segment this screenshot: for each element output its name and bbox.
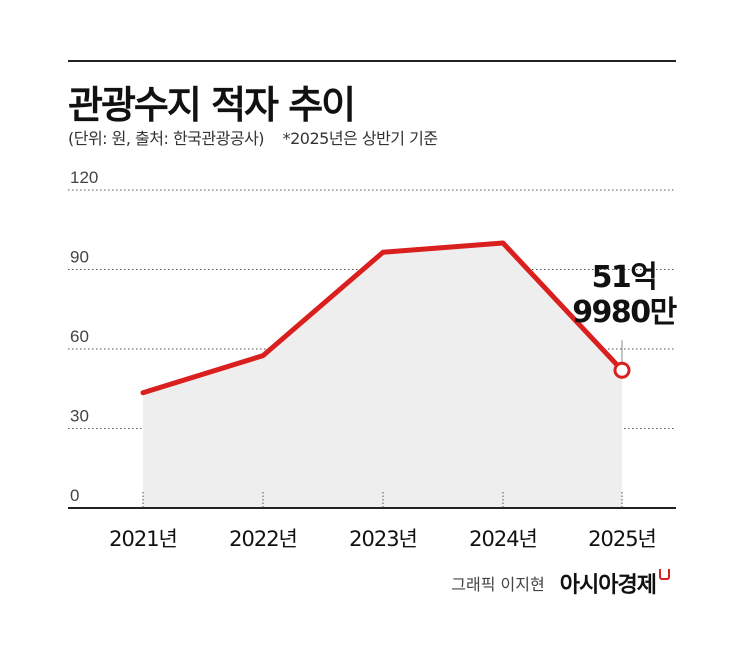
- y-tick-label: 30: [70, 407, 89, 426]
- y-axis-ticks: 0 30 60 90 120: [70, 168, 98, 505]
- area-fill: [143, 243, 622, 508]
- y-tick-label: 90: [70, 248, 89, 267]
- series-line: [140, 240, 625, 396]
- x-tick-label: 2022년: [229, 527, 297, 551]
- brand-logo: 아시아경제: [559, 573, 657, 598]
- y-tick-label: 120: [70, 168, 98, 187]
- brand-mark-icon: [659, 569, 670, 580]
- chart-title: 관광수지 적자 추이: [68, 83, 356, 127]
- series-line-layer: [140, 240, 625, 396]
- chart-subtitle: (단위: 원, 출처: 한국관광공사) *2025년은 상반기 기준: [68, 125, 438, 149]
- area-fill-layer: [68, 243, 676, 509]
- data-point-marker: [613, 361, 631, 379]
- annotation-value-line1: 51억: [592, 260, 657, 295]
- period-note: *2025년은 상반기 기준: [282, 129, 438, 148]
- x-tick-label: 2025년: [588, 527, 656, 551]
- x-tick-label: 2024년: [469, 527, 537, 551]
- y-tick-label: 60: [70, 327, 89, 346]
- graphic-credit: 그래픽 이지현: [451, 575, 545, 594]
- x-tick-label: 2021년: [109, 527, 177, 551]
- x-axis-ticks: 2021년 2022년 2023년 2024년 2025년: [109, 492, 657, 551]
- credit-line: 그래픽 이지현 아시아경제: [451, 567, 670, 599]
- top-rule: [68, 60, 676, 62]
- unit-source-note: (단위: 원, 출처: 한국관광공사): [68, 129, 265, 148]
- y-tick-label: 0: [70, 486, 79, 505]
- annotation-value-line2: 9980만: [572, 295, 677, 330]
- x-tick-label: 2023년: [349, 527, 417, 551]
